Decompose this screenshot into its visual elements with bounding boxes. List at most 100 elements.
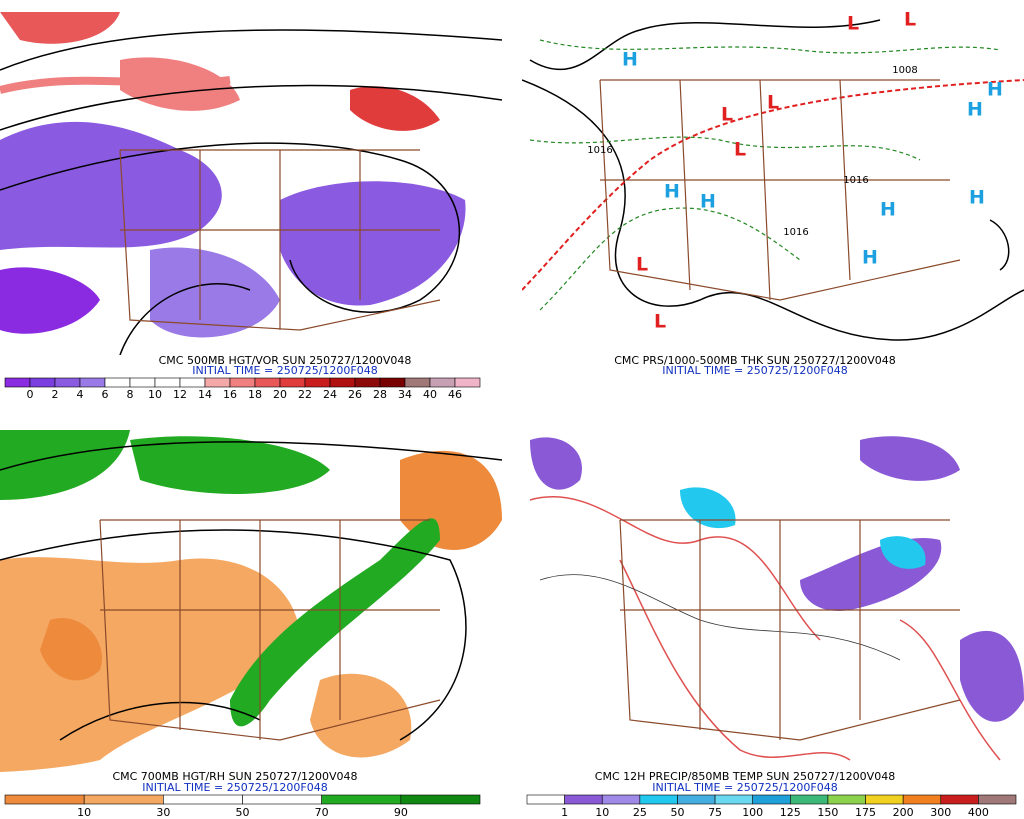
colorbar-swatch: [639, 794, 678, 805]
colorbar-label: 2: [52, 388, 59, 401]
isobar-label: 1008: [892, 65, 917, 76]
colorbar-swatch: [400, 794, 481, 805]
colorbar-label: 28: [373, 388, 387, 401]
low-label: L: [847, 13, 859, 35]
high-label: H: [622, 49, 638, 71]
colorbar-swatch: [865, 794, 904, 805]
colorbar-label: 18: [248, 388, 262, 401]
colorbar-swatch: [526, 794, 565, 805]
colorbar-label: 12: [173, 388, 187, 401]
initial-time: INITIAL TIME = 250725/1200F048: [662, 364, 847, 377]
colorbar-label: 6: [102, 388, 109, 401]
colorbar-swatch: [163, 794, 243, 805]
isobar-label: 1016: [783, 227, 808, 238]
colorbar-label: 50: [670, 806, 684, 819]
colorbar-label: 25: [633, 806, 647, 819]
high-label: H: [880, 199, 896, 221]
colorbar-label: 90: [394, 806, 408, 819]
colorbar-swatch: [242, 794, 322, 805]
colorbar-label: 24: [323, 388, 337, 401]
colorbar-swatch: [902, 794, 942, 805]
map-700mb: [0, 430, 502, 772]
low-label: L: [654, 311, 666, 333]
colorbar-swatch: [204, 377, 231, 388]
colorbar-swatch: [4, 377, 31, 388]
colorbar-swatch: [279, 377, 306, 388]
colorbar-swatch: [29, 377, 56, 388]
colorbar-swatch: [564, 794, 603, 805]
initial-time: INITIAL TIME = 250725/1200F048: [192, 364, 377, 377]
colorbar-swatch: [714, 794, 753, 805]
colorbar-label: 75: [708, 806, 722, 819]
colorbar-label: 26: [348, 388, 362, 401]
colorbar-swatch: [229, 377, 256, 388]
colorbar-label: 125: [780, 806, 801, 819]
colorbar-label: 4: [77, 388, 84, 401]
high-label: H: [862, 247, 878, 269]
colorbar-label: 50: [236, 806, 250, 819]
low-label: L: [767, 92, 779, 114]
low-label: L: [721, 104, 733, 126]
colorbar-swatch: [83, 794, 164, 805]
colorbar-swatch: [827, 794, 866, 805]
colorbar-swatch: [404, 377, 431, 388]
colorbar-label: 16: [223, 388, 237, 401]
colorbar-label: 0: [27, 388, 34, 401]
colorbar-label: 70: [315, 806, 329, 819]
colorbar-label: 400: [968, 806, 989, 819]
colorbar-swatch: [179, 377, 206, 388]
colorbar-swatch: [940, 794, 979, 805]
colorbar-label: 150: [817, 806, 838, 819]
colorbar-swatch: [601, 794, 641, 805]
low-label: L: [904, 9, 916, 31]
colorbar-swatch: [752, 794, 791, 805]
colorbar-label: 8: [127, 388, 134, 401]
colorbar-swatch: [677, 794, 716, 805]
colorbar-label: 10: [148, 388, 162, 401]
colorbar-swatch: [54, 377, 81, 388]
panel-title: CMC 500MB HGT/VOR SUN 250727/1200V048: [159, 354, 412, 367]
colorbar-swatch: [454, 377, 481, 388]
panel-title: CMC PRS/1000-500MB THK SUN 250727/1200V0…: [614, 354, 895, 367]
panel-title: CMC 12H PRECIP/850MB TEMP SUN 250727/120…: [595, 770, 895, 783]
map-500mb: [0, 12, 502, 355]
colorbar-label: 175: [855, 806, 876, 819]
colorbar-swatch: [104, 377, 131, 388]
colorbar-swatch: [329, 377, 356, 388]
colorbar-swatch: [429, 377, 456, 388]
colorbar-label: 40: [423, 388, 437, 401]
high-label: H: [969, 187, 985, 209]
colorbar-label: 200: [893, 806, 914, 819]
colorbar-swatch: [321, 794, 402, 805]
colorbar-label: 10: [595, 806, 609, 819]
initial-time: INITIAL TIME = 250725/1200F048: [652, 781, 837, 794]
high-label: H: [664, 181, 680, 203]
colorbar-swatch: [790, 794, 829, 805]
map-precip: [522, 430, 1024, 772]
colorbar-label: 14: [198, 388, 212, 401]
isobar-label: 1016: [843, 175, 868, 186]
panel-title: CMC 700MB HGT/RH SUN 250727/1200V048: [112, 770, 357, 783]
high-label: H: [987, 79, 1003, 101]
colorbar-label: 22: [298, 388, 312, 401]
colorbar-swatch: [79, 377, 106, 388]
colorbar-swatch: [379, 377, 406, 388]
colorbar-label: 34: [398, 388, 412, 401]
map-pressure: H H H H H H H H L L L L L L L 1016 1016 …: [522, 0, 1024, 355]
initial-time: INITIAL TIME = 250725/1200F048: [142, 781, 327, 794]
colorbar-label: 300: [930, 806, 951, 819]
high-label: H: [967, 99, 983, 121]
colorbar-label: 10: [77, 806, 91, 819]
high-label: H: [700, 191, 716, 213]
colorbar-swatch: [354, 377, 381, 388]
isobar-label: 1016: [587, 145, 612, 156]
colorbar-swatch: [129, 377, 156, 388]
colorbar-label: 20: [273, 388, 287, 401]
colorbar-swatch: [254, 377, 281, 388]
colorbar-swatch: [978, 794, 1017, 805]
colorbar-swatch: [154, 377, 181, 388]
colorbar-label: 30: [156, 806, 170, 819]
colorbar-label: 100: [742, 806, 763, 819]
colorbar-label: 46: [448, 388, 462, 401]
